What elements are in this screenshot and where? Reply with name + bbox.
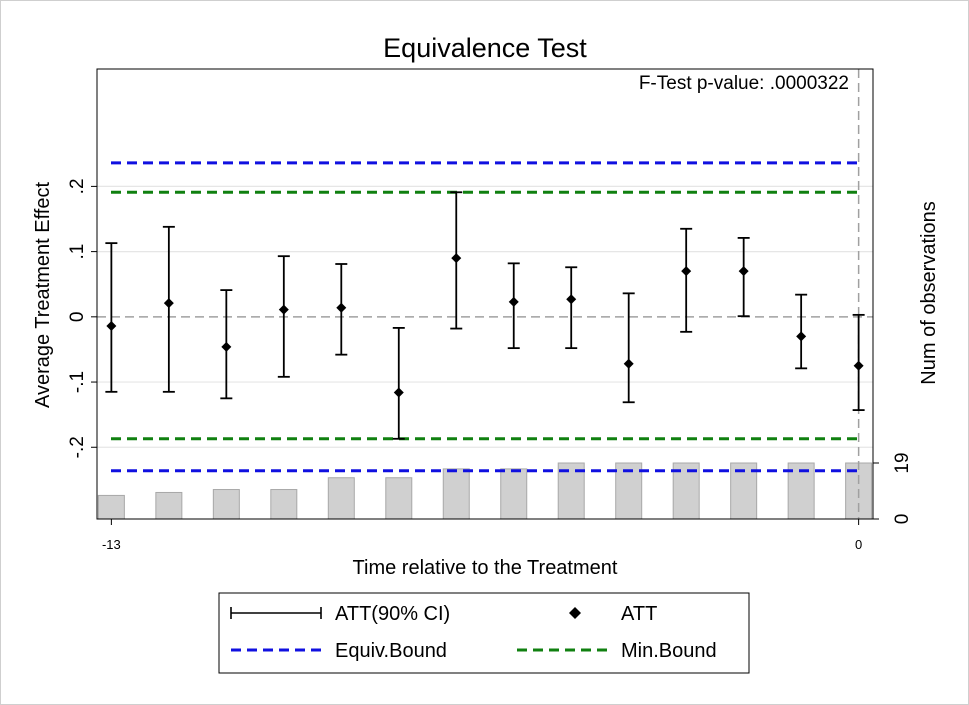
observation-bar bbox=[97, 494, 125, 520]
att-point bbox=[508, 296, 519, 307]
observation-bar bbox=[385, 477, 413, 520]
observation-bar bbox=[270, 489, 298, 520]
legend-equiv-label: Equiv.Bound bbox=[335, 640, 447, 662]
att-point bbox=[451, 253, 462, 264]
legend-ci-symbol bbox=[230, 607, 322, 619]
ci-bar bbox=[392, 327, 405, 440]
y-tick-label: -.1 bbox=[67, 371, 88, 393]
chart-title: Equivalence Test bbox=[383, 33, 587, 63]
observation-bar bbox=[787, 462, 815, 520]
bound-lines bbox=[111, 161, 861, 473]
att-point bbox=[163, 298, 174, 309]
observation-bar bbox=[327, 477, 355, 520]
ci-bar bbox=[162, 225, 175, 393]
y-tick-label: 0 bbox=[67, 312, 88, 323]
y-tick-label: .2 bbox=[67, 178, 88, 194]
y-tick-label: .1 bbox=[67, 244, 88, 260]
y2-tick-label: 19 bbox=[892, 452, 913, 473]
ci-bar bbox=[105, 242, 118, 393]
att-point bbox=[106, 320, 117, 331]
observation-bars bbox=[97, 462, 873, 520]
ci-bar bbox=[277, 255, 290, 378]
y-tick-label: -.2 bbox=[67, 436, 88, 458]
x-tick-label: 0 bbox=[855, 537, 862, 552]
observation-bar bbox=[442, 468, 470, 520]
ci-bar bbox=[737, 237, 750, 318]
legend-ci-label: ATT(90% CI) bbox=[335, 603, 450, 625]
legend-att-label: ATT bbox=[621, 603, 657, 625]
observation-bar bbox=[212, 489, 240, 520]
axis-ticks: -.2 -.1 0 .1 .2 -13 0 0 19 bbox=[67, 178, 913, 552]
att-point bbox=[278, 304, 289, 315]
att-point bbox=[796, 331, 807, 342]
x-axis-label: Time relative to the Treatment bbox=[353, 557, 618, 579]
observation-bar bbox=[155, 491, 183, 520]
att-point bbox=[336, 302, 347, 313]
att-point bbox=[566, 294, 577, 305]
y2-axis-label: Num of observations bbox=[918, 201, 940, 384]
reference-lines bbox=[97, 69, 873, 519]
observation-bar bbox=[557, 462, 585, 520]
legend-box bbox=[218, 592, 750, 674]
legend: ATT(90% CI) ATT Equiv.Bound Min.Bound bbox=[218, 592, 750, 674]
att-point bbox=[221, 341, 232, 352]
att-point bbox=[623, 358, 634, 369]
y2-tick-label: 0 bbox=[892, 514, 913, 525]
legend-min-label: Min.Bound bbox=[621, 640, 717, 662]
att-points bbox=[106, 253, 864, 398]
att-point bbox=[681, 266, 692, 277]
confidence-intervals bbox=[105, 191, 865, 440]
att-point bbox=[393, 387, 404, 398]
att-point bbox=[738, 266, 749, 277]
observation-bar bbox=[730, 462, 758, 520]
observation-bar bbox=[500, 468, 528, 520]
legend-att-diamond-icon bbox=[569, 607, 581, 619]
plot-border bbox=[96, 68, 874, 520]
ci-bar bbox=[680, 227, 693, 333]
x-tick-label: -13 bbox=[102, 537, 121, 552]
ftest-annotation: F-Test p-value: .0000322 bbox=[639, 73, 849, 94]
observation-bar bbox=[672, 462, 700, 520]
ci-bar bbox=[565, 266, 578, 350]
y-axis-label: Average Treatment Effect bbox=[32, 182, 54, 408]
ci-bar bbox=[622, 292, 635, 404]
att-point bbox=[853, 360, 864, 371]
